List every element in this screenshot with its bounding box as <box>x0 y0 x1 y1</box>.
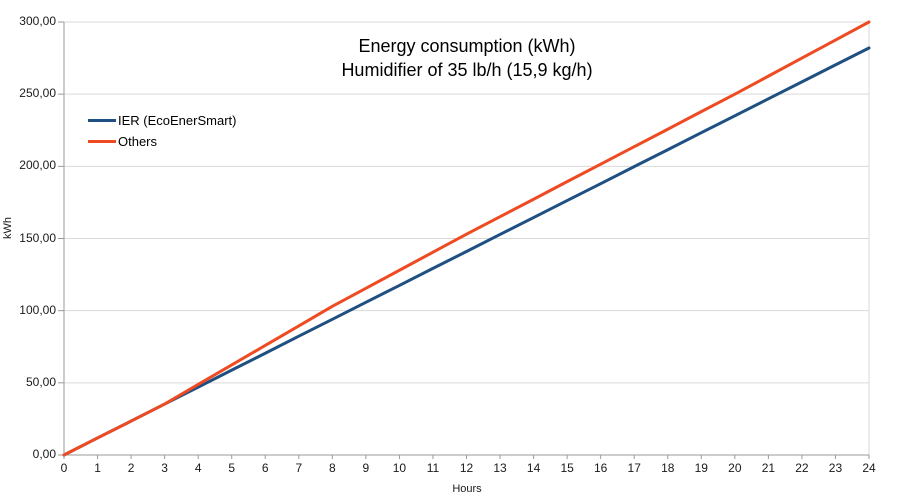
y-tick-label: 100,00 <box>19 302 56 317</box>
x-tick-label: 1 <box>94 461 101 475</box>
x-tick-label: 22 <box>795 461 809 475</box>
x-tick-label: 18 <box>661 461 675 475</box>
chart-title-line2: Humidifier of 35 lb/h (15,9 kg/h) <box>341 60 593 80</box>
y-axis-title: kWh <box>2 217 14 239</box>
x-tick-label: 14 <box>526 461 541 475</box>
x-tick-label: 7 <box>295 461 303 475</box>
x-tick-label: 11 <box>426 461 440 475</box>
legend: IER (EcoEnerSmart) Others <box>88 110 236 152</box>
x-tick-label: 24 <box>862 461 876 475</box>
y-tick-label: 150,00 <box>19 230 56 245</box>
x-tick-label: 5 <box>228 461 236 475</box>
x-tick-label: 21 <box>761 461 776 475</box>
x-tick-label: 3 <box>161 461 168 475</box>
x-tick-label: 8 <box>328 461 336 475</box>
chart-title-line1: Energy consumption (kWh) <box>358 36 576 56</box>
y-tick-label: 200,00 <box>19 158 56 173</box>
x-axis-title: Hours <box>452 483 482 495</box>
x-tick-label: 6 <box>261 461 269 475</box>
x-tick-label: 0 <box>60 461 68 475</box>
y-tick-label: 250,00 <box>19 86 56 101</box>
series-line-others <box>62 20 871 457</box>
x-tick-label: 15 <box>560 461 574 475</box>
series-line-ier <box>62 46 871 457</box>
x-tick-label: 2 <box>127 461 135 475</box>
legend-label-others: Others <box>118 134 158 149</box>
x-tick-label: 17 <box>627 461 641 475</box>
legend-item-others: Others <box>88 131 236 152</box>
legend-item-ier: IER (EcoEnerSmart) <box>88 110 236 131</box>
chart-title: Energy consumption (kWh) Humidifier of 3… <box>160 34 774 82</box>
x-tick-label: 9 <box>362 461 370 475</box>
x-tick-label: 12 <box>459 461 474 475</box>
x-tick-label: 19 <box>694 461 708 475</box>
y-tick-label: 50,00 <box>25 374 56 389</box>
x-tick-label: 16 <box>593 461 608 475</box>
y-tick-label: 300,00 <box>19 14 56 28</box>
legend-swatch-ier <box>88 119 116 122</box>
y-tick-label: 0,00 <box>32 447 56 461</box>
x-tick-label: 4 <box>194 461 202 475</box>
legend-swatch-others <box>88 140 116 143</box>
x-tick-label: 10 <box>392 461 407 475</box>
x-tick-label: 20 <box>728 461 742 475</box>
x-tick-label: 23 <box>828 461 843 475</box>
x-tick-label: 13 <box>493 461 507 475</box>
legend-label-ier: IER (EcoEnerSmart) <box>118 113 237 128</box>
